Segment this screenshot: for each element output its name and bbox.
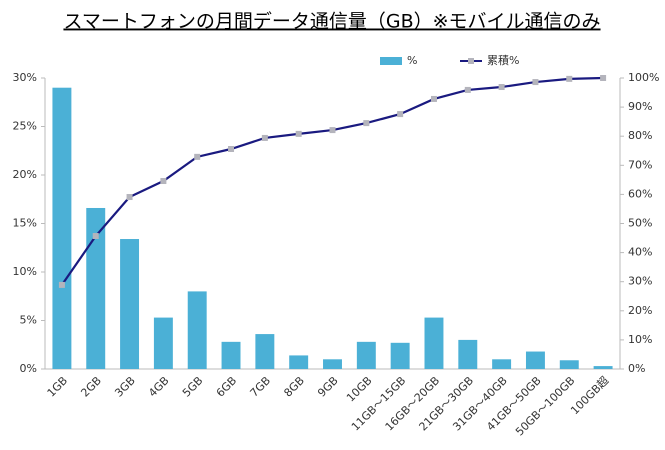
line-marker xyxy=(600,75,607,81)
line-marker xyxy=(58,281,65,288)
legend-label: 累積% xyxy=(487,53,519,67)
legend-label: % xyxy=(407,54,417,67)
y2-tick-label: 90% xyxy=(628,100,652,113)
y2-tick-label: 30% xyxy=(628,275,652,288)
y2-tick-label: 10% xyxy=(628,333,652,346)
y2-tick-label: 80% xyxy=(628,129,652,142)
x-tick-label: 50GB～100GB xyxy=(513,374,577,438)
chart-title: スマートフォンの月間データ通信量（GB）※モバイル通信のみ xyxy=(63,11,600,33)
y2-tick-label: 100% xyxy=(628,71,659,84)
x-tick-label: 4GB xyxy=(146,374,172,400)
y-tick-label: 30% xyxy=(13,71,37,84)
line-marker xyxy=(498,84,505,91)
line-marker xyxy=(397,111,404,118)
y-tick-label: 20% xyxy=(13,168,37,181)
bar xyxy=(390,342,410,369)
y-tick-label: 5% xyxy=(20,314,37,327)
y2-tick-label: 40% xyxy=(628,246,652,259)
bar xyxy=(289,355,309,369)
line-marker xyxy=(194,153,201,160)
line-marker xyxy=(329,127,336,134)
y-tick-label: 15% xyxy=(13,217,37,230)
bar xyxy=(559,360,579,369)
x-tick-label: 6GB xyxy=(214,374,240,400)
bar xyxy=(221,341,241,369)
x-tick-label: 3GB xyxy=(112,374,138,400)
bar xyxy=(424,317,444,369)
y2-tick-label: 50% xyxy=(628,217,652,230)
bar xyxy=(86,207,106,369)
bar xyxy=(356,341,376,369)
line-marker xyxy=(261,134,268,141)
bar xyxy=(187,291,207,369)
line-marker xyxy=(532,79,539,86)
line-marker xyxy=(566,75,573,82)
line xyxy=(61,76,604,286)
y2-tick-label: 20% xyxy=(628,304,652,317)
x-tick-label: 7GB xyxy=(248,374,274,400)
line-marker xyxy=(295,130,302,137)
bar xyxy=(255,334,275,369)
bar xyxy=(492,359,512,369)
x-tick-label: 2GB xyxy=(78,374,104,400)
y2-tick-label: 0% xyxy=(628,362,645,375)
x-tick-label: 5GB xyxy=(180,374,206,400)
x-tick-label: 8GB xyxy=(281,374,307,400)
y2-tick-label: 60% xyxy=(628,187,652,200)
bar xyxy=(593,366,613,369)
line-marker xyxy=(464,86,471,93)
bar xyxy=(52,87,72,369)
bar xyxy=(120,239,140,369)
line-marker xyxy=(363,120,370,127)
line-marker xyxy=(126,194,133,201)
line-marker xyxy=(160,178,167,185)
y2-tick-label: 70% xyxy=(628,158,652,171)
bar xyxy=(153,317,173,369)
bar xyxy=(458,339,478,369)
x-tick-label: 10GB xyxy=(344,374,374,404)
line-marker xyxy=(430,95,437,102)
line-marker xyxy=(92,233,99,240)
legend-swatch xyxy=(468,58,474,64)
y-tick-label: 0% xyxy=(20,362,37,375)
y-tick-label: 25% xyxy=(13,120,37,133)
bar xyxy=(525,351,545,369)
x-tick-label: 9GB xyxy=(315,374,341,400)
bar xyxy=(323,359,342,369)
legend-swatch xyxy=(380,57,402,65)
line-marker xyxy=(228,146,235,153)
x-tick-label: 1GB xyxy=(45,374,71,400)
y-tick-label: 10% xyxy=(13,265,37,278)
